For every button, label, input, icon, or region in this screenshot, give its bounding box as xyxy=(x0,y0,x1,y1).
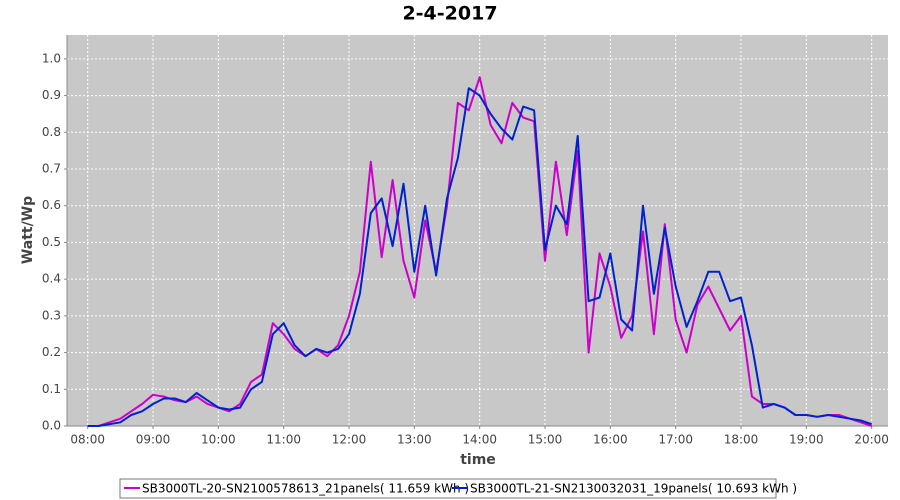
x-tick-label: 19:00 xyxy=(789,433,824,447)
y-axis-label: Watt/Wp xyxy=(20,196,36,264)
x-tick-label: 17:00 xyxy=(658,433,693,447)
x-tick-label: 14:00 xyxy=(462,433,497,447)
y-tick-label: 0.1 xyxy=(42,382,61,396)
x-tick-label: 12:00 xyxy=(332,433,367,447)
y-tick-label: 0.6 xyxy=(42,198,61,212)
y-tick-label: 0.4 xyxy=(42,272,61,286)
y-tick-label: 0.0 xyxy=(42,419,61,433)
x-axis-label: time xyxy=(460,452,496,468)
x-tick-label: 15:00 xyxy=(528,433,563,447)
y-tick-label: 0.5 xyxy=(42,235,61,249)
legend-label: SB3000TL-21-SN2130032031_19panels( 10.69… xyxy=(470,482,797,496)
x-tick-label: 13:00 xyxy=(397,433,432,447)
x-tick-label: 16:00 xyxy=(593,433,628,447)
x-tick-label: 09:00 xyxy=(136,433,171,447)
series-line xyxy=(87,87,873,427)
plot-area xyxy=(67,35,888,426)
x-tick-label: 10:00 xyxy=(201,433,236,447)
x-tick-label: 18:00 xyxy=(724,433,759,447)
x-tick-label: 20:00 xyxy=(854,433,889,447)
y-tick-label: 0.8 xyxy=(42,125,61,139)
y-tick-label: 0.7 xyxy=(42,162,61,176)
y-tick-label: 1.0 xyxy=(42,51,61,65)
y-tick-label: 0.9 xyxy=(42,88,61,102)
y-tick-label: 0.3 xyxy=(42,308,61,322)
legend xyxy=(119,478,777,499)
legend-label: SB3000TL-20-SN2100578613_21panels( 11.65… xyxy=(142,482,469,496)
x-tick-label: 11:00 xyxy=(266,433,301,447)
x-tick-label: 08:00 xyxy=(70,433,105,447)
y-tick-label: 0.2 xyxy=(42,345,61,359)
chart-title: 2-4-2017 xyxy=(402,3,497,25)
